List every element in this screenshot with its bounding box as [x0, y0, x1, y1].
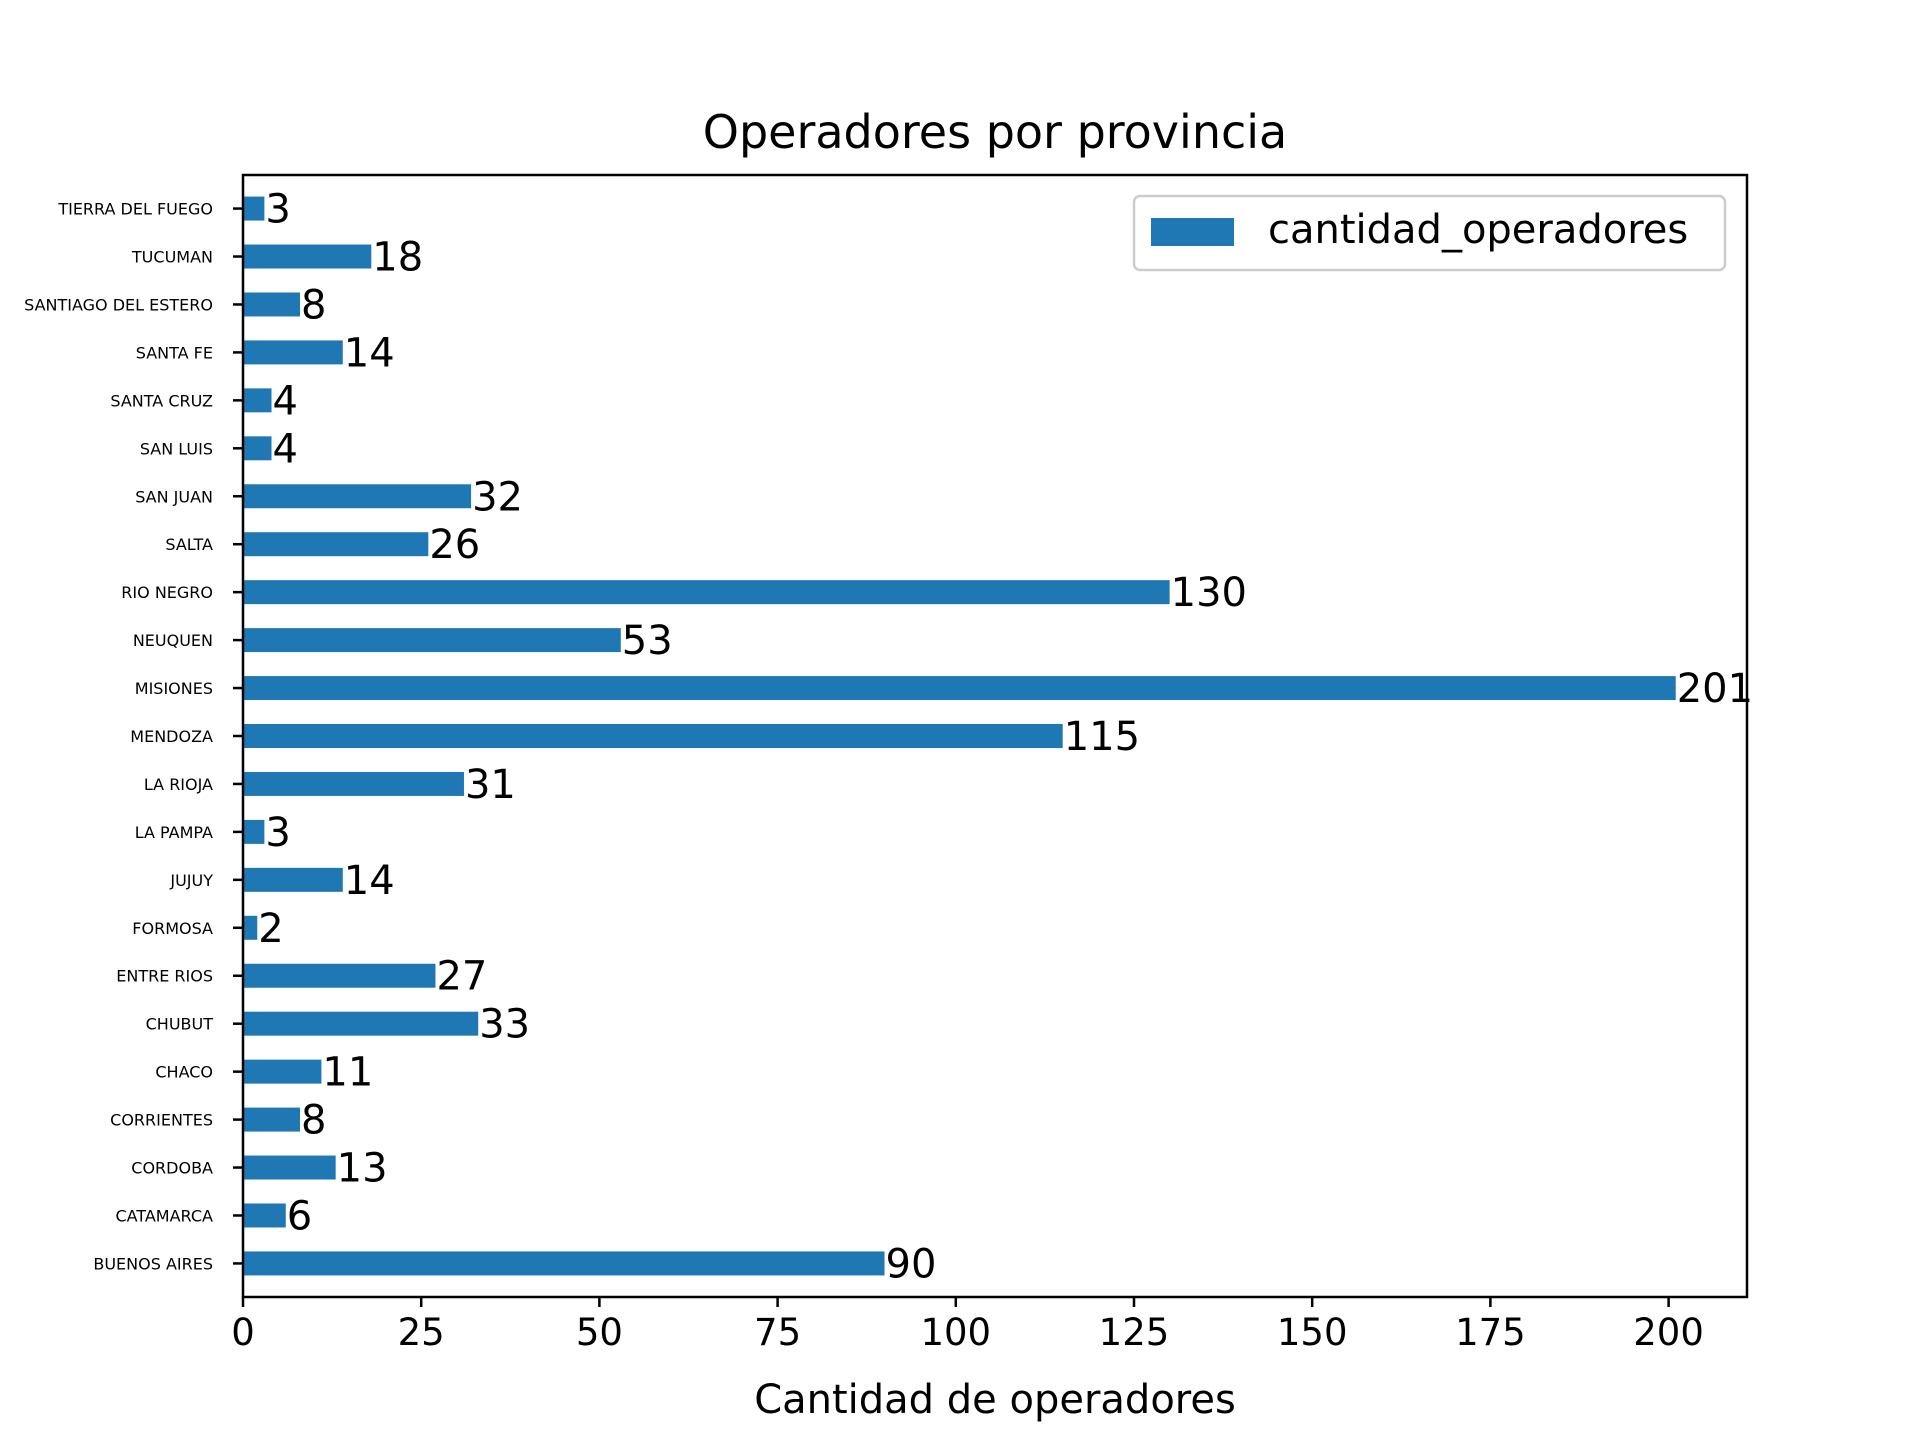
x-tick-label: 75	[754, 1311, 801, 1354]
y-tick-label: SANTA FE	[136, 343, 213, 362]
bar	[243, 1011, 479, 1036]
x-tick-label: 25	[398, 1311, 445, 1354]
bar	[243, 340, 343, 365]
y-tick-label: JUJUY	[169, 871, 213, 890]
bar	[243, 1155, 336, 1180]
y-tick-label: FORMOSA	[132, 919, 213, 938]
data-label: 14	[344, 858, 395, 904]
bar	[243, 676, 1676, 701]
y-tick-label: CHACO	[155, 1063, 213, 1082]
legend-label: cantidad_operadores	[1268, 207, 1688, 253]
data-label: 3	[265, 810, 290, 856]
y-tick-label: LA RIOJA	[144, 775, 213, 794]
x-tick-label: 175	[1455, 1311, 1526, 1354]
y-tick-label: ENTRE RIOS	[116, 967, 213, 986]
bar	[243, 915, 258, 940]
bar	[243, 819, 265, 844]
bar	[243, 1107, 301, 1132]
y-tick-label: CHUBUT	[146, 1015, 214, 1034]
bar	[243, 388, 272, 413]
bar	[243, 1251, 885, 1276]
data-label: 8	[301, 282, 326, 328]
bar	[243, 196, 265, 221]
y-tick-label: NEUQUEN	[133, 631, 213, 650]
y-tick-label: MISIONES	[135, 679, 213, 698]
bar	[243, 244, 372, 269]
y-tick-label: CATAMARCA	[115, 1206, 213, 1225]
data-label: 27	[436, 954, 487, 1000]
y-tick-label: SANTA CRUZ	[110, 391, 213, 410]
bar	[243, 292, 301, 317]
plot-frame	[241, 173, 1749, 1299]
data-label: 2	[258, 906, 283, 952]
y-tick-label: TUCUMAN	[131, 248, 213, 267]
x-tick-label: 200	[1633, 1311, 1704, 1354]
chart-title: Operadores por provincia	[703, 105, 1287, 159]
x-tick-label: 50	[576, 1311, 623, 1354]
data-label: 32	[472, 474, 523, 520]
data-label: 13	[337, 1146, 388, 1192]
y-tick-label: RIO NEGRO	[121, 583, 213, 602]
y-tick-label: SAN JUAN	[135, 487, 213, 506]
data-label: 8	[301, 1098, 326, 1144]
bar	[243, 532, 429, 557]
data-label: 11	[322, 1050, 373, 1096]
data-label: 33	[479, 1002, 530, 1048]
y-tick-label: SANTIAGO DEL ESTERO	[24, 295, 213, 314]
bar	[243, 963, 436, 988]
bar	[243, 867, 343, 892]
y-tick-label: CORDOBA	[131, 1159, 213, 1178]
data-label: 18	[372, 235, 423, 281]
data-label: 115	[1064, 714, 1140, 760]
legend-swatch	[1151, 218, 1234, 246]
data-label: 6	[287, 1193, 312, 1239]
x-tick-label: 0	[231, 1311, 255, 1354]
y-tick-label: MENDOZA	[130, 727, 213, 746]
y-tick-label: TIERRA DEL FUEGO	[57, 200, 213, 219]
x-axis-label: Cantidad de operadores	[754, 1377, 1236, 1423]
x-tick-label: 100	[920, 1311, 991, 1354]
bar	[243, 628, 621, 653]
y-tick-label: BUENOS AIRES	[93, 1254, 213, 1273]
y-tick-label: SAN LUIS	[140, 439, 213, 458]
data-label: 14	[344, 330, 395, 376]
data-label: 201	[1677, 666, 1753, 712]
bar	[243, 1203, 286, 1228]
bar	[243, 724, 1063, 748]
plot-area: BUENOS AIRES 90 CATAMARCA 6 CORDOBA 13 CORRIEN…	[24, 187, 1753, 1354]
data-label: 26	[429, 522, 480, 568]
data-label: 4	[273, 426, 298, 472]
y-tick-label: LA PAMPA	[135, 823, 213, 842]
bar	[243, 580, 1170, 605]
data-label: 3	[265, 187, 290, 233]
legend: cantidad_operadores	[1132, 194, 1727, 272]
x-tick-label: 150	[1277, 1311, 1348, 1354]
y-tick-label: SALTA	[165, 535, 213, 554]
data-label: 4	[273, 378, 298, 424]
bar	[243, 436, 272, 461]
y-tick-label: CORRIENTES	[110, 1111, 213, 1130]
data-label: 90	[886, 1241, 937, 1287]
x-tick-label: 125	[1099, 1311, 1170, 1354]
bar	[243, 771, 464, 796]
data-label: 31	[465, 762, 516, 808]
data-label: 53	[622, 618, 673, 664]
bar	[243, 484, 472, 509]
bar	[243, 1059, 322, 1084]
legend-box	[1132, 194, 1727, 272]
data-label: 130	[1171, 570, 1247, 616]
